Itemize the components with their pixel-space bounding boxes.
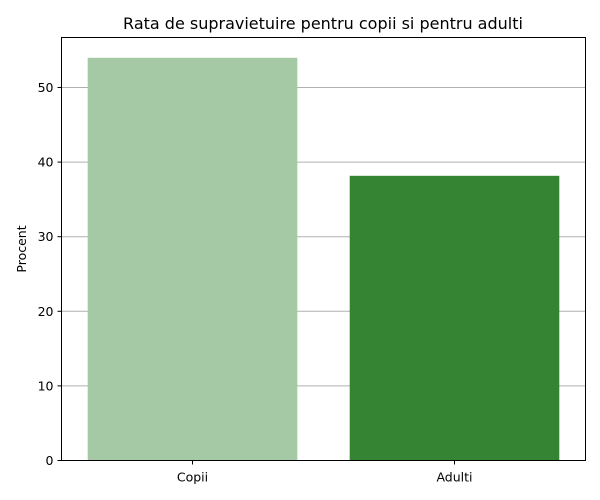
y-axis-ticks: 0 10 20 30 40 50 [38, 80, 62, 468]
x-axis-ticks: Copii Adulti [177, 460, 473, 485]
y-tick-label: 30 [38, 229, 54, 244]
y-tick-label: 50 [38, 80, 54, 95]
y-tick-label: 20 [38, 304, 54, 319]
y-axis-label: Procent [14, 225, 29, 272]
y-tick-label: 10 [38, 378, 54, 393]
chart-title: Rata de supravietuire pentru copii si pe… [123, 14, 523, 33]
y-tick-label: 40 [38, 155, 54, 170]
x-tick-label: Copii [177, 470, 208, 485]
plot-frame [61, 37, 586, 461]
bar-copii [87, 57, 298, 461]
bar-adulti [349, 175, 560, 461]
y-tick-label: 0 [46, 453, 54, 468]
bars [87, 57, 560, 461]
x-tick-label: Adulti [436, 470, 472, 485]
